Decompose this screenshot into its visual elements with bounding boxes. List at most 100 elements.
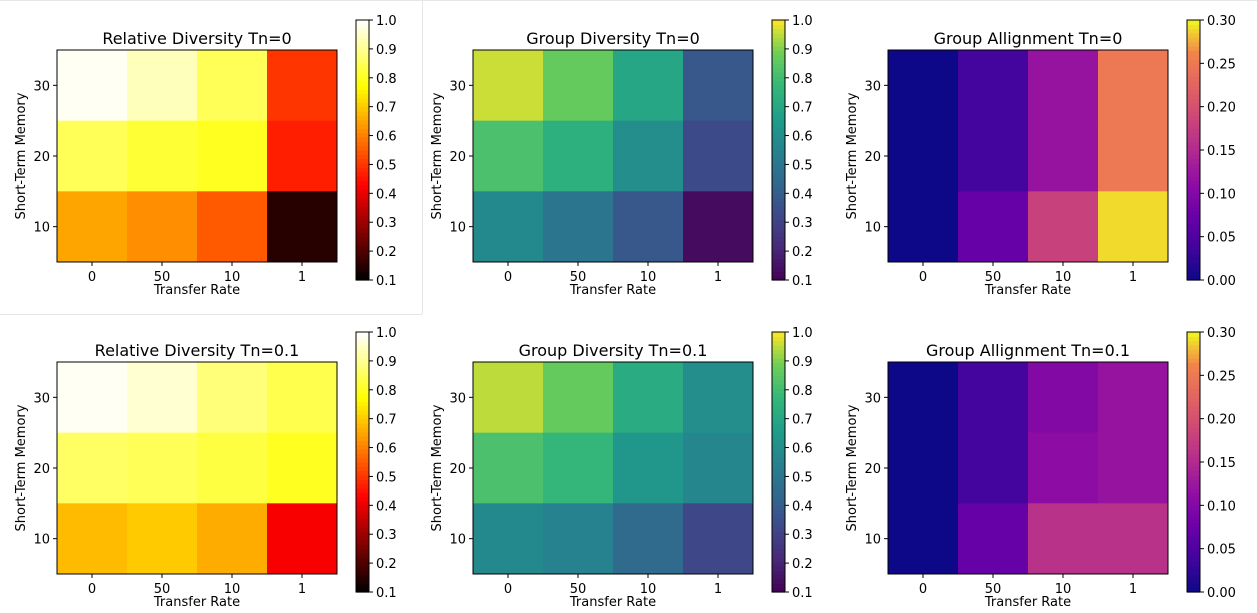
panel2-cbar-tick-label-6: 0.7 — [792, 101, 813, 116]
panel1-cell-r0-c0 — [57, 50, 128, 122]
panel4-colorbar-band-33 — [356, 444, 369, 450]
panel1-cbar-tick-label-2: 0.3 — [376, 216, 397, 231]
panel1-cbar-tick-label-7: 0.8 — [376, 72, 397, 87]
panel3-cell-r0-c2 — [1028, 50, 1099, 122]
panel4-cbar-tick-label-4: 0.5 — [376, 470, 397, 485]
panel6-colorbar-band-33 — [1187, 444, 1200, 450]
panel4-xtick-label-3: 1 — [298, 582, 306, 597]
panel3-colorbar-band-35 — [1187, 124, 1200, 129]
panel2-colorbar-band-55 — [772, 37, 785, 43]
panel5-colorbar-band-20 — [772, 501, 785, 506]
panel2-colorbar-band-51 — [772, 54, 785, 60]
panel3-colorbar-band-24 — [1187, 171, 1200, 177]
panel3-colorbar-band-16 — [1187, 206, 1200, 212]
panel2-cbar-tick-label-7: 0.8 — [792, 72, 813, 87]
panel5-colorbar-band-5 — [772, 566, 785, 571]
panel2-colorbar-band-4 — [772, 258, 785, 264]
panel5-colorbar-band-52 — [772, 362, 785, 368]
panel4-cell-r1-c3 — [267, 432, 338, 504]
panel4-colorbar-band-15 — [356, 522, 369, 528]
panel6-colorbar-band-43 — [1187, 401, 1200, 407]
panel1-colorbar-band-47 — [356, 72, 369, 77]
panel2-colorbar-band-32 — [772, 137, 785, 142]
panel4-colorbar-band-23 — [356, 488, 369, 493]
panel2-cell-r1-c1 — [543, 120, 614, 192]
panel2-colorbar-band-34 — [772, 128, 785, 134]
panel4-xtick-label-2: 10 — [224, 582, 241, 597]
panel4-colorbar-band-19 — [356, 505, 369, 511]
panel6-cbar-tick-label-6: 0.30 — [1207, 326, 1236, 341]
panel1-colorbar-band-10 — [356, 232, 369, 238]
panel5-xlabel: Transfer Rate — [569, 595, 656, 610]
panel1-colorbar-band-33 — [356, 132, 369, 138]
panel5-colorbar-band-1 — [772, 583, 785, 589]
panel4-colorbar-band-36 — [356, 431, 369, 437]
panel2-colorbar-band-25 — [772, 167, 785, 173]
panel2-colorbar-band-5 — [772, 254, 785, 259]
panel1-ytick-label-1: 20 — [33, 150, 50, 165]
panel1-colorbar-band-31 — [356, 141, 369, 147]
panel3-cell-r0-c3 — [1098, 50, 1169, 122]
panel2-colorbar-band-22 — [772, 180, 785, 186]
panel4-colorbar-band-17 — [356, 514, 369, 519]
panel5-cbar-tick-label-4: 0.5 — [792, 470, 813, 485]
panel1-colorbar-band-9 — [356, 236, 369, 242]
panel4-colorbar-band-22 — [356, 492, 369, 498]
panel6-cbar-tick-label-5: 0.25 — [1207, 369, 1236, 384]
panel5-colorbar-band-3 — [772, 574, 785, 580]
panel6-colorbar-band-5 — [1187, 566, 1200, 571]
panel4-colorbar-band-4 — [356, 570, 369, 576]
panel6-colorbar-band-50 — [1187, 371, 1200, 376]
panel1-colorbar-band-49 — [356, 63, 369, 69]
panel6-colorbar-band-38 — [1187, 423, 1200, 428]
panel2-colorbar-band-49 — [772, 63, 785, 69]
panel5-colorbar-band-21 — [772, 496, 785, 502]
panel2-colorbar-band-6 — [772, 249, 785, 255]
panel5-cbar-tick-label-7: 0.8 — [792, 384, 813, 399]
panel4-colorbar-band-1 — [356, 583, 369, 589]
panel3-cell-r0-c0 — [888, 50, 959, 122]
panel4-colorbar-band-12 — [356, 535, 369, 541]
panel1-colorbar-band-40 — [356, 102, 369, 108]
panel1-colorbar-band-2 — [356, 267, 369, 272]
panel3-colorbar-band-17 — [1187, 202, 1200, 207]
panel1-cell-r0-c3 — [267, 50, 338, 122]
panel3-colorbar-band-57 — [1187, 28, 1200, 34]
panel6-colorbar-band-2 — [1187, 579, 1200, 584]
panel2-colorbar-band-28 — [772, 154, 785, 160]
panel2-cell-r1-c0 — [473, 120, 544, 192]
panel1-cell-r1-c2 — [197, 120, 268, 192]
panel1-colorbar-band-48 — [356, 67, 369, 73]
panel3-xtick-label-3: 1 — [1129, 270, 1137, 285]
panel2-cbar-tick-label-1: 0.2 — [792, 245, 813, 260]
panel5-colorbar-band-18 — [772, 509, 785, 515]
panel3-colorbar-band-5 — [1187, 254, 1200, 259]
panel6-colorbar-band-12 — [1187, 535, 1200, 541]
panel2-ytick-label-2: 10 — [449, 221, 466, 236]
panel3-cell-r2-c0 — [888, 191, 959, 263]
panel6-cbar-tick-label-0: 0.00 — [1207, 586, 1236, 601]
panel5-colorbar-frame — [771, 331, 786, 593]
panel5-xtick-label-2: 10 — [640, 582, 657, 597]
panel4-xtick-label-0: 0 — [88, 582, 96, 597]
panel4-ytick-label-2: 10 — [33, 533, 50, 548]
panel5-cell-r0-c3 — [683, 362, 754, 434]
panel3-colorbar-band-45 — [1187, 80, 1200, 86]
panel4-colorbar-band-58 — [356, 336, 369, 342]
panel5-colorbar-band-22 — [772, 492, 785, 498]
panel2-colorbar-band-19 — [772, 193, 785, 199]
panel1-colorbar-band-45 — [356, 80, 369, 86]
panel1-cbar-tick-label-5: 0.6 — [376, 130, 397, 145]
panel2-colorbar-band-17 — [772, 202, 785, 207]
panel3-colorbar-band-41 — [1187, 98, 1200, 103]
panel3-colorbar-band-28 — [1187, 154, 1200, 160]
panel4-colorbar-band-8 — [356, 553, 369, 558]
panel5-colorbar-band-10 — [772, 544, 785, 550]
panel1-colorbar-band-29 — [356, 150, 369, 155]
panel4-cbar-tick-label-1: 0.2 — [376, 557, 397, 572]
panel3-colorbar-band-32 — [1187, 137, 1200, 142]
panel1-xtick-label-1: 50 — [154, 270, 171, 285]
panel1-colorbar-band-35 — [356, 124, 369, 129]
panel5-colorbar-band-37 — [772, 427, 785, 433]
panel6-colorbar-band-9 — [1187, 548, 1200, 554]
